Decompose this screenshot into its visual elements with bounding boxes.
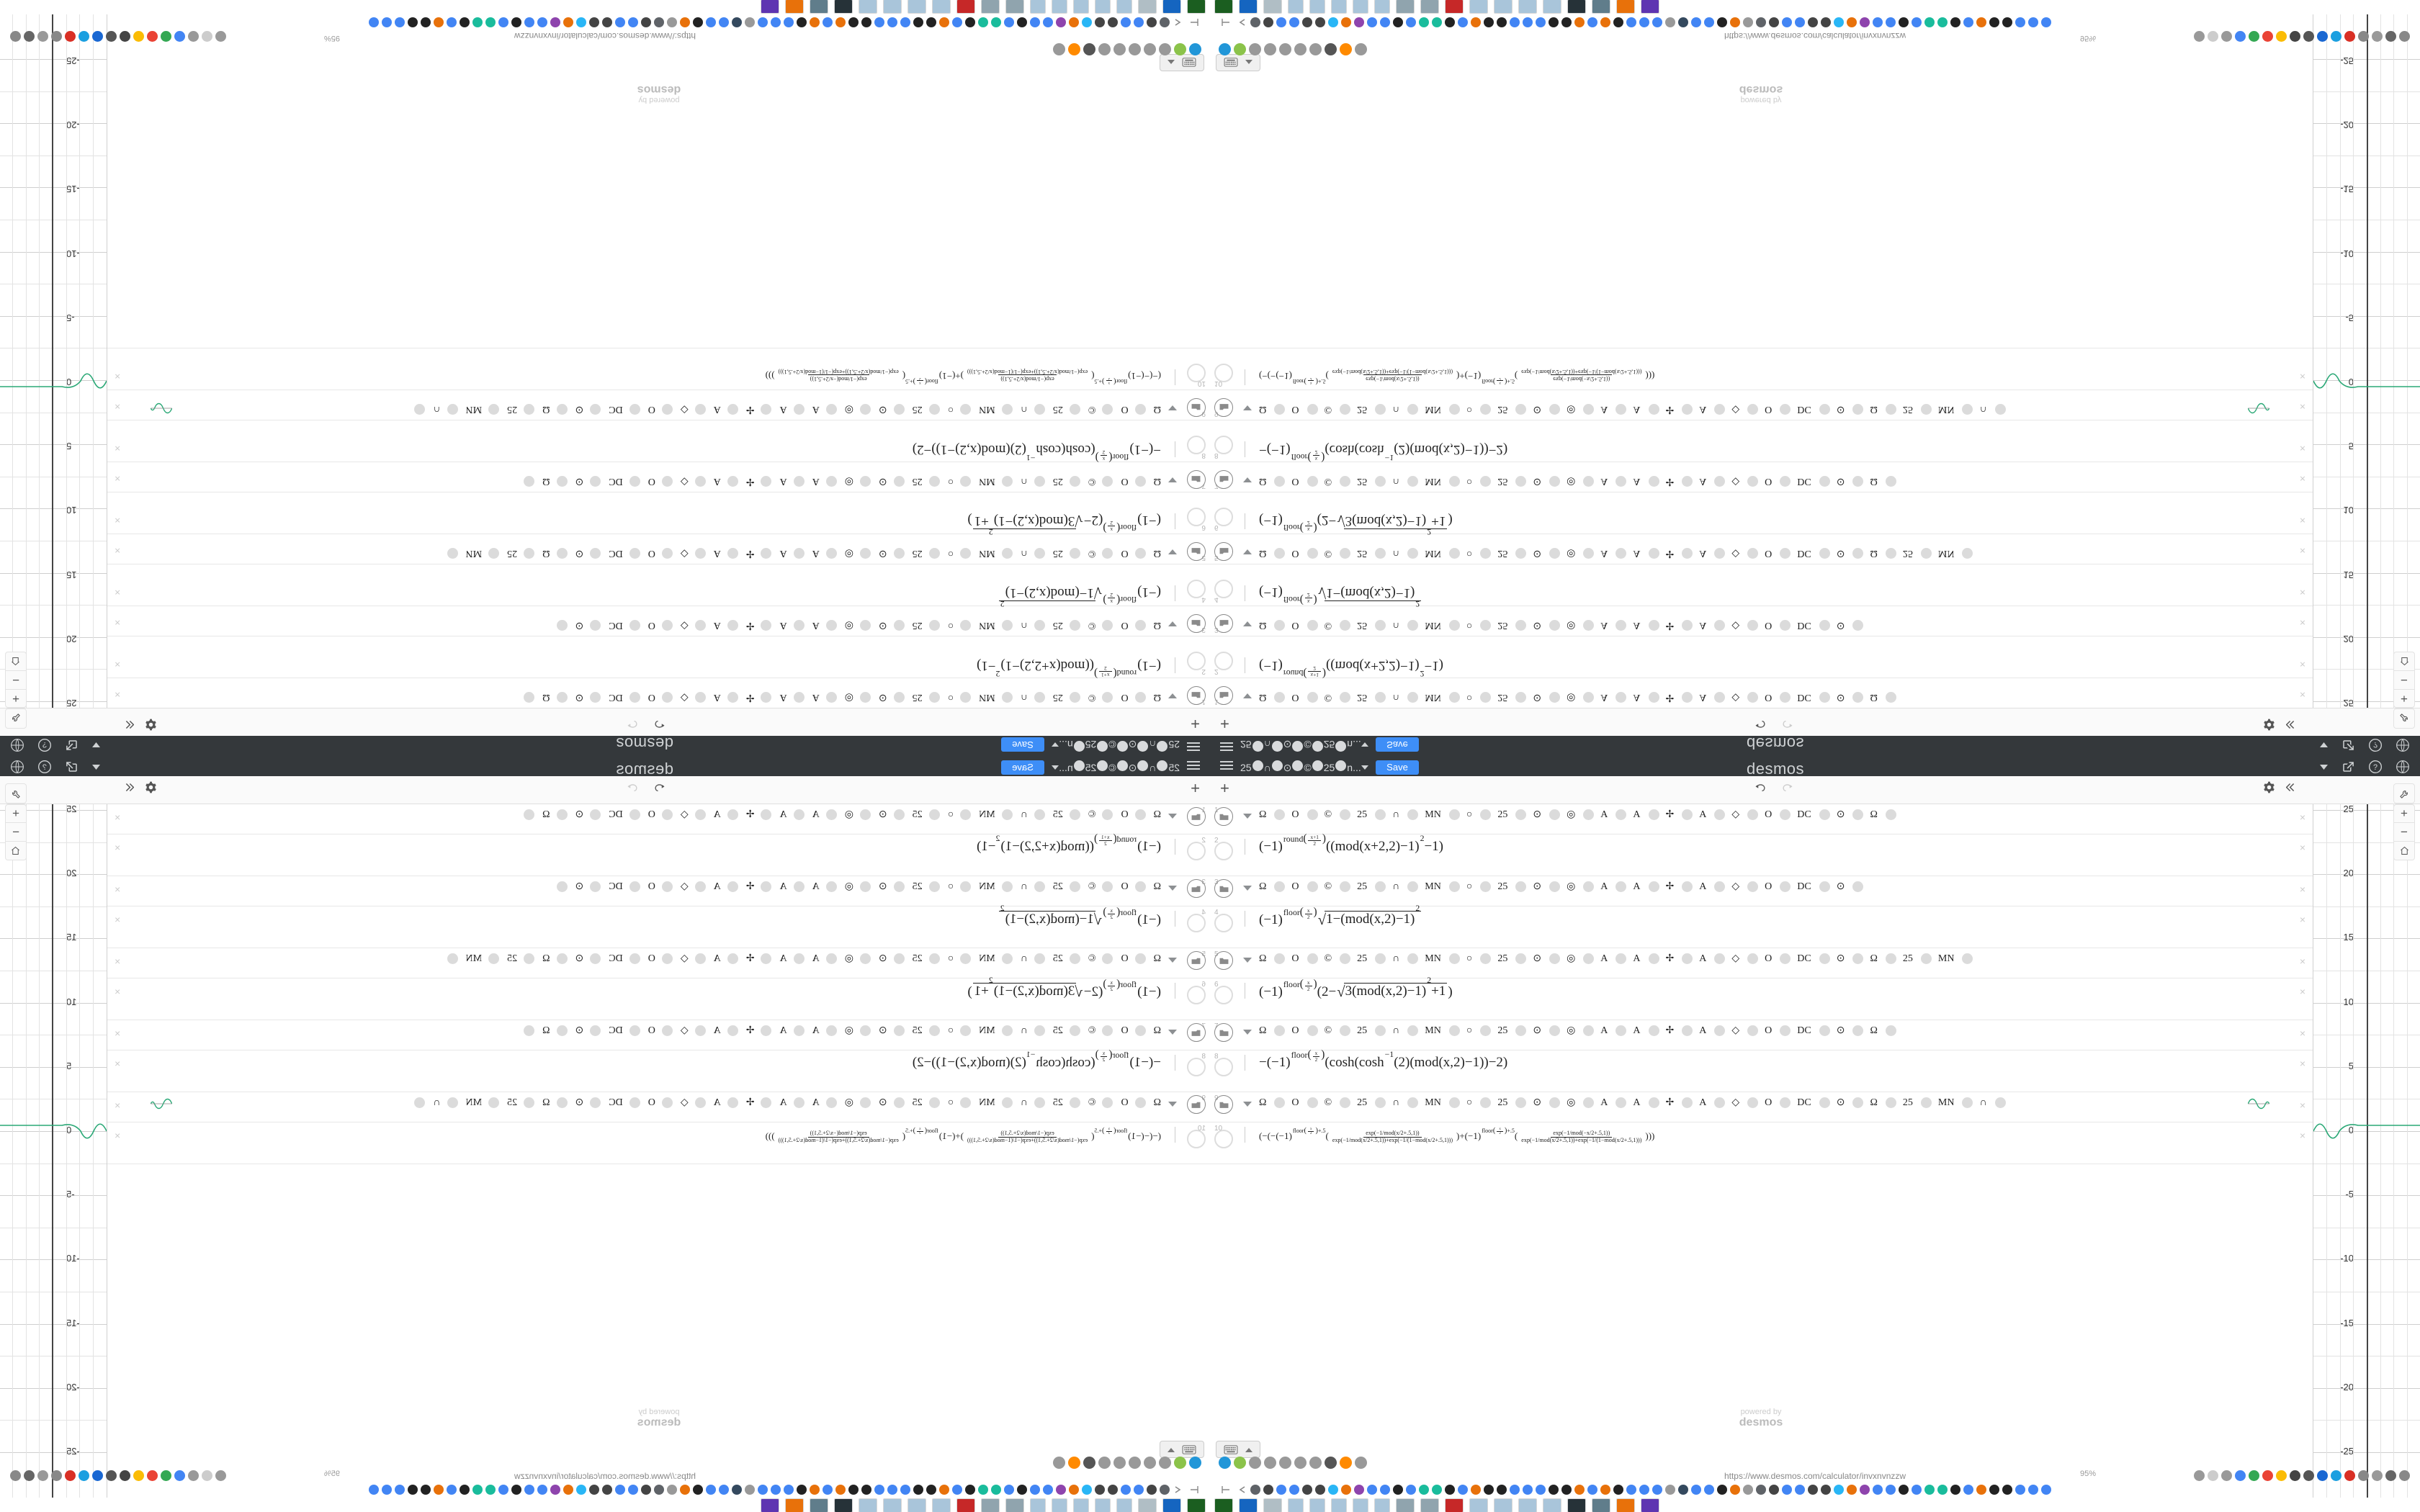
svg-text:?: ? <box>2373 740 2378 749</box>
svg-text:?: ? <box>42 763 47 772</box>
svg-text:?: ? <box>2373 763 2378 772</box>
svg-text:?: ? <box>42 740 47 749</box>
